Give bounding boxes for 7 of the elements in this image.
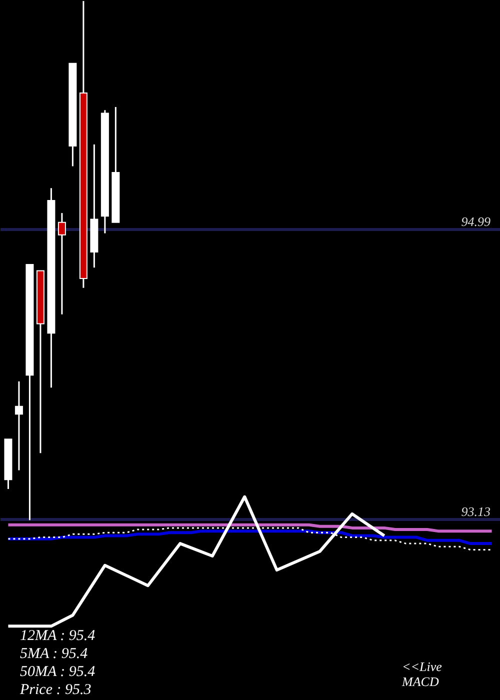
y-tick-label: 93.13	[461, 504, 491, 520]
y-tick-label: 94.99	[461, 214, 491, 230]
annotation: <<Live MACD	[401, 659, 442, 689]
annotation: 12MA : 95.4	[20, 628, 96, 644]
annotation: 5MA : 95.4	[20, 646, 88, 662]
annotation: 50MA : 95.4	[20, 664, 96, 680]
annotation: Price : 95.3	[19, 682, 92, 698]
